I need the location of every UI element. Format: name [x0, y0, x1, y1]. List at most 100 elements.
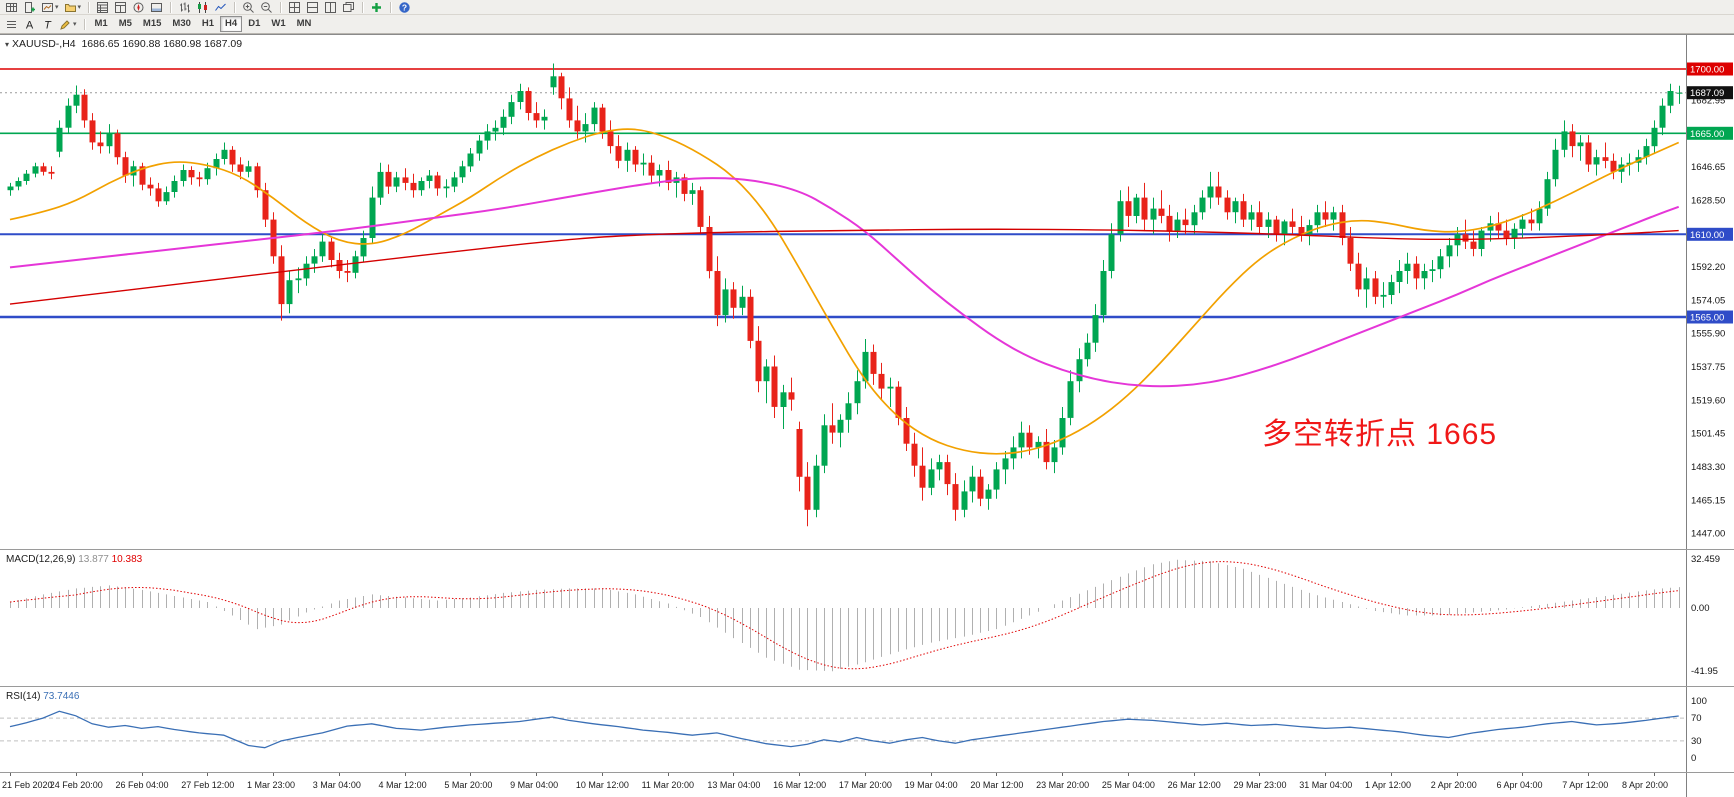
timeframe-mn-button[interactable]: MN [292, 16, 317, 32]
zoom-out-button[interactable] [258, 0, 275, 15]
time-axis-label: 10 Mar 12:00 [575, 780, 629, 790]
text-t-icon: T [44, 19, 52, 31]
time-tick [1654, 773, 1655, 776]
macd-pane[interactable]: 32.459 0.00 -41.95 MACD(12,26,9) 13.877 10… [0, 549, 1734, 686]
svg-text:1592.20: 1592.20 [1691, 262, 1725, 273]
time-tick [931, 773, 932, 776]
macd-value-signal: 10.383 [111, 554, 143, 565]
time-axis-label: 7 Apr 12:00 [1562, 780, 1609, 790]
chart-symbol-period: XAUUSD-,H4 [12, 38, 76, 50]
rsi-line [9, 710, 1679, 749]
market-watch-button[interactable] [94, 0, 111, 15]
time-tick [1457, 773, 1458, 776]
market-watch-icon [97, 1, 109, 13]
time-tick [1062, 773, 1063, 776]
symbols-list-button[interactable] [3, 0, 20, 15]
rsi-name: RSI(14) [6, 691, 41, 702]
mid-ma-line [9, 177, 1680, 388]
timeframe-m1-button[interactable]: M1 [90, 16, 113, 32]
time-axis-label: 3 Mar 04:00 [312, 780, 361, 790]
text-a-icon: A [26, 19, 34, 31]
macd-value-main: 13.877 [78, 554, 109, 565]
tile-horizontal-button[interactable] [304, 0, 321, 15]
main-chart-pane[interactable]: 1682.95 1646.65 1628.50 1592.20 1574.05 1555.… [0, 34, 1734, 549]
svg-text:70: 70 [1691, 713, 1702, 724]
svg-text:T: T [44, 19, 52, 31]
svg-text:100: 100 [1691, 696, 1707, 707]
time-axis-label: 16 Mar 12:00 [773, 780, 827, 790]
main-chart-canvas[interactable]: 1682.95 1646.65 1628.50 1592.20 1574.05 1555.… [0, 35, 1734, 549]
time-axis-label: 20 Mar 12:00 [970, 780, 1024, 790]
objects-list-button[interactable] [3, 17, 20, 32]
svg-text:0: 0 [1691, 753, 1696, 764]
cascade-windows-button[interactable] [340, 0, 357, 15]
label-tool-button[interactable]: T [39, 17, 56, 32]
new-chart-button[interactable]: ▾ [39, 0, 61, 15]
time-axis-label: 13 Mar 04:00 [707, 780, 761, 790]
timeframe-h1-button[interactable]: H1 [197, 16, 219, 32]
macd-canvas[interactable]: 32.459 0.00 -41.95 [0, 550, 1734, 686]
time-axis-label: 17 Mar 20:00 [838, 780, 892, 790]
draw-tools-button[interactable]: ▾ [57, 17, 79, 32]
zoom-in-button[interactable] [240, 0, 257, 15]
line-chart-icon [215, 3, 226, 11]
text-tool-button[interactable]: A [21, 17, 38, 32]
profiles-button[interactable]: ▾ [62, 0, 84, 15]
zoom-out-icon [261, 1, 272, 13]
toolbar-separator [280, 1, 282, 13]
time-axis-label: 26 Feb 04:00 [115, 780, 169, 790]
time-tick [668, 773, 669, 776]
svg-text:0.00: 0.00 [1691, 603, 1710, 614]
svg-text:A: A [26, 19, 34, 31]
time-axis[interactable]: 21 Feb 2020 24 Feb 20:00 26 Feb 04:00 27 Fe… [0, 772, 1734, 797]
time-tick [10, 773, 11, 776]
svg-text:1465.15: 1465.15 [1691, 495, 1725, 506]
timeframe-m15-button[interactable]: M15 [138, 16, 166, 32]
add-indicator-button[interactable] [368, 0, 385, 15]
tile-vertical-button[interactable] [322, 0, 339, 15]
timeframe-h4-button[interactable]: H4 [220, 16, 243, 32]
timeframe-d1-button[interactable]: D1 [243, 16, 265, 32]
toolbar-standard: ▾ ▾? [0, 0, 1734, 15]
macd-name: MACD(12,26,9) [6, 554, 76, 565]
bar-chart-button[interactable] [176, 0, 193, 15]
rsi-value: 73.7446 [43, 691, 80, 702]
time-axis-label: 8 Apr 20:00 [1622, 780, 1669, 790]
chevron-down-icon[interactable]: ▾ [5, 40, 10, 49]
timeframe-w1-button[interactable]: W1 [266, 16, 290, 32]
timeframe-m30-button[interactable]: M30 [167, 16, 195, 32]
time-axis-label: 26 Mar 12:00 [1167, 780, 1221, 790]
new-order-icon [25, 1, 35, 13]
new-order-button[interactable] [21, 0, 38, 15]
time-tick [1522, 773, 1523, 776]
svg-text:1665.00: 1665.00 [1690, 129, 1724, 140]
pencil-icon [60, 19, 70, 30]
timeframe-m5-button[interactable]: M5 [114, 16, 137, 32]
time-axis-label: 4 Mar 12:00 [378, 780, 427, 790]
time-tick [602, 773, 603, 776]
time-axis-label: 21 Feb 2020 [2, 780, 53, 790]
chart-annotation-text[interactable]: 多空转折点 1665 [1262, 418, 1498, 451]
navigator-button[interactable] [130, 0, 147, 15]
profiles-folder-icon [64, 3, 76, 12]
time-axis-label: 9 Mar 04:00 [510, 780, 559, 790]
rsi-pane[interactable]: 100 70 30 0 RSI(14) 73.7446 [0, 686, 1734, 772]
candlestick-chart-button[interactable] [194, 0, 211, 15]
terminal-button[interactable] [148, 0, 165, 15]
time-tick [273, 773, 274, 776]
time-axis-label: 24 Feb 20:00 [49, 780, 103, 790]
svg-text:1519.60: 1519.60 [1691, 395, 1725, 406]
axis-separator [1686, 773, 1687, 797]
time-tick [405, 773, 406, 776]
dropdown-caret-icon: ▾ [73, 21, 77, 28]
tile-windows-button[interactable] [286, 0, 303, 15]
line-chart-button[interactable] [212, 0, 229, 15]
toolbar-separator [83, 18, 85, 30]
rsi-canvas[interactable]: 100 70 30 0 [0, 687, 1734, 772]
data-window-button[interactable] [112, 0, 129, 15]
macd-histogram [10, 559, 1680, 672]
time-axis-label: 6 Apr 04:00 [1496, 780, 1543, 790]
svg-text:30: 30 [1691, 736, 1702, 747]
help-button[interactable]: ? [396, 0, 413, 15]
time-tick [1325, 773, 1326, 776]
